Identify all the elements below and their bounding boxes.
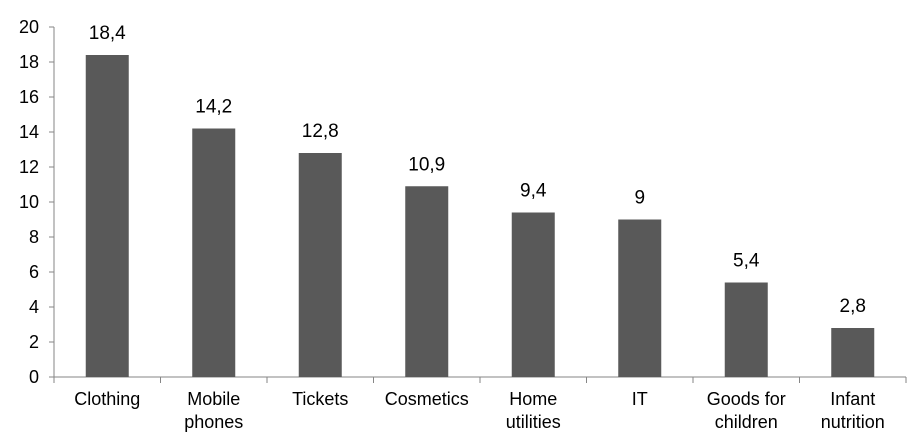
- y-tick-label: 20: [19, 17, 39, 37]
- data-label: 18,4: [89, 23, 126, 44]
- category-label: Tickets: [292, 389, 348, 409]
- y-tick-label: 18: [19, 52, 39, 72]
- category-label: phones: [184, 412, 243, 432]
- bar: [724, 282, 768, 377]
- bar: [511, 212, 555, 377]
- y-tick-label: 10: [19, 192, 39, 212]
- y-tick-label: 12: [19, 157, 39, 177]
- x-axis: [53, 376, 907, 383]
- category-label: children: [715, 412, 778, 432]
- y-tick-label: 14: [19, 122, 39, 142]
- category-labels: Clothing Mobile phones Tickets Cosmetics Home…: [74, 389, 885, 432]
- category-label: Cosmetics: [385, 389, 469, 409]
- bar: [405, 186, 449, 377]
- data-labels: 18,4 14,2 12,8 10,9 9,4 9 5,4 2,8: [89, 23, 866, 317]
- y-tick-label: 2: [29, 332, 39, 352]
- bar: [618, 219, 662, 377]
- data-label: 2,8: [840, 296, 866, 317]
- category-label: Infant: [830, 389, 875, 409]
- bar: [298, 153, 342, 377]
- data-label: 10,9: [408, 154, 445, 175]
- y-tick-label: 8: [29, 227, 39, 247]
- category-label: IT: [632, 389, 648, 409]
- y-tick-label: 4: [29, 297, 39, 317]
- y-tick-label: 16: [19, 87, 39, 107]
- bar: [85, 55, 129, 377]
- category-label: Home: [509, 389, 557, 409]
- y-tick-label: 6: [29, 262, 39, 282]
- bar: [831, 328, 875, 377]
- data-label: 14,2: [195, 97, 232, 118]
- bar: [192, 128, 236, 377]
- category-label: Mobile: [187, 389, 240, 409]
- category-label: nutrition: [821, 412, 885, 432]
- category-label: utilities: [506, 412, 561, 432]
- y-tick-label: 0: [29, 367, 39, 387]
- y-axis: 0 2 4 6 8 10 12 14 16 18 20: [19, 17, 55, 387]
- data-label: 12,8: [302, 121, 339, 142]
- data-label: 9: [634, 188, 645, 209]
- data-label: 9,4: [520, 181, 547, 202]
- category-label: Goods for: [707, 389, 786, 409]
- data-label: 5,4: [733, 251, 760, 272]
- category-label: Clothing: [74, 389, 140, 409]
- bars: [85, 55, 875, 377]
